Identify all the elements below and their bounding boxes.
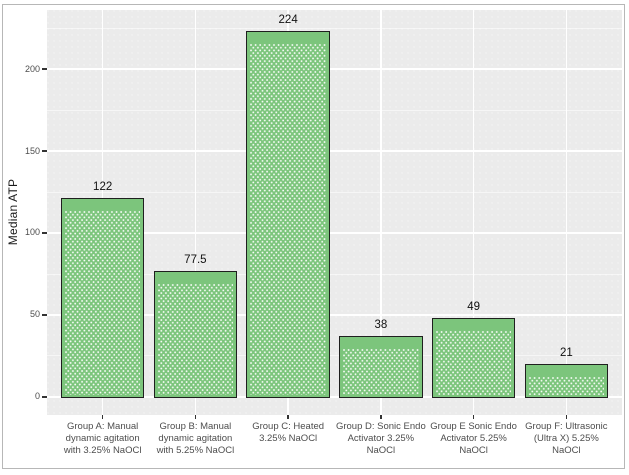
x-tick-mark [194, 415, 197, 419]
gridline-minor-y-175 [47, 109, 622, 111]
gridline-vertical-4 [380, 10, 382, 415]
bar-2 [153, 270, 238, 398]
bar-4 [339, 335, 423, 398]
plot-panel: 122 77.5 224 38 49 21 [47, 10, 622, 415]
gridline-major-y-200 [47, 68, 622, 70]
gridline-major-y-100 [47, 232, 622, 234]
x-tick-mark [101, 415, 104, 419]
bar-value-label-1: 122 [93, 180, 113, 193]
y-tick-label: 0 [34, 391, 40, 402]
gridline-major-y-150 [47, 150, 622, 152]
x-tick-mark [472, 415, 475, 419]
y-tick-label: 200 [24, 63, 40, 74]
y-tick-label: 150 [24, 145, 40, 156]
bar-value-label-4: 38 [374, 318, 388, 331]
y-tick-label: 50 [29, 309, 40, 320]
gridline-major-y-50 [47, 314, 622, 316]
x-axis-label-4: Group D: Sonic Endo Activator 3.25% NaOC… [335, 421, 426, 456]
y-tick-mark [42, 314, 47, 316]
gridline-minor-y-225 [47, 27, 622, 29]
bar-value-label-5: 49 [467, 300, 480, 313]
bar-value-label-6: 21 [559, 346, 573, 359]
bar-3 [246, 30, 330, 398]
x-axis-label-5: Group E Sonic Endo Activator 5.25% NaOCl [430, 421, 517, 456]
x-axis-label-1: Group A: Manual dynamic agitation with 3… [63, 421, 142, 456]
bar-value-label-2: 77.5 [184, 253, 207, 266]
bar-6 [524, 363, 609, 398]
gridline-minor-y-75 [47, 273, 622, 275]
y-tick-label: 100 [24, 227, 40, 238]
x-axis-label-6: Group F: Ultrasonic (Ultra X) 5.25% NaOC… [525, 421, 608, 456]
x-axis-label-2: Group B: Manual dynamic agitation with 5… [156, 421, 235, 456]
gridline-minor-y-25 [47, 355, 622, 357]
y-tick-mark [42, 150, 47, 152]
x-tick-mark [380, 415, 382, 419]
gridline-vertical-6 [565, 10, 568, 415]
x-axis-label-3: Group C: Heated 3.25% NaOCl [252, 421, 325, 444]
bar-value-label-3: 224 [278, 13, 298, 26]
bar-5 [431, 317, 516, 398]
y-tick-mark [42, 68, 47, 70]
gridline-major-y-0 [47, 396, 622, 398]
y-tick-mark [42, 232, 47, 234]
gridline-minor-y-125 [47, 191, 622, 193]
x-tick-mark [565, 415, 568, 419]
y-tick-mark [42, 396, 47, 398]
x-tick-mark [287, 415, 289, 419]
gridline-vertical-2 [194, 10, 197, 415]
gridline-vertical-5 [472, 10, 475, 415]
bar-1 [60, 197, 145, 398]
